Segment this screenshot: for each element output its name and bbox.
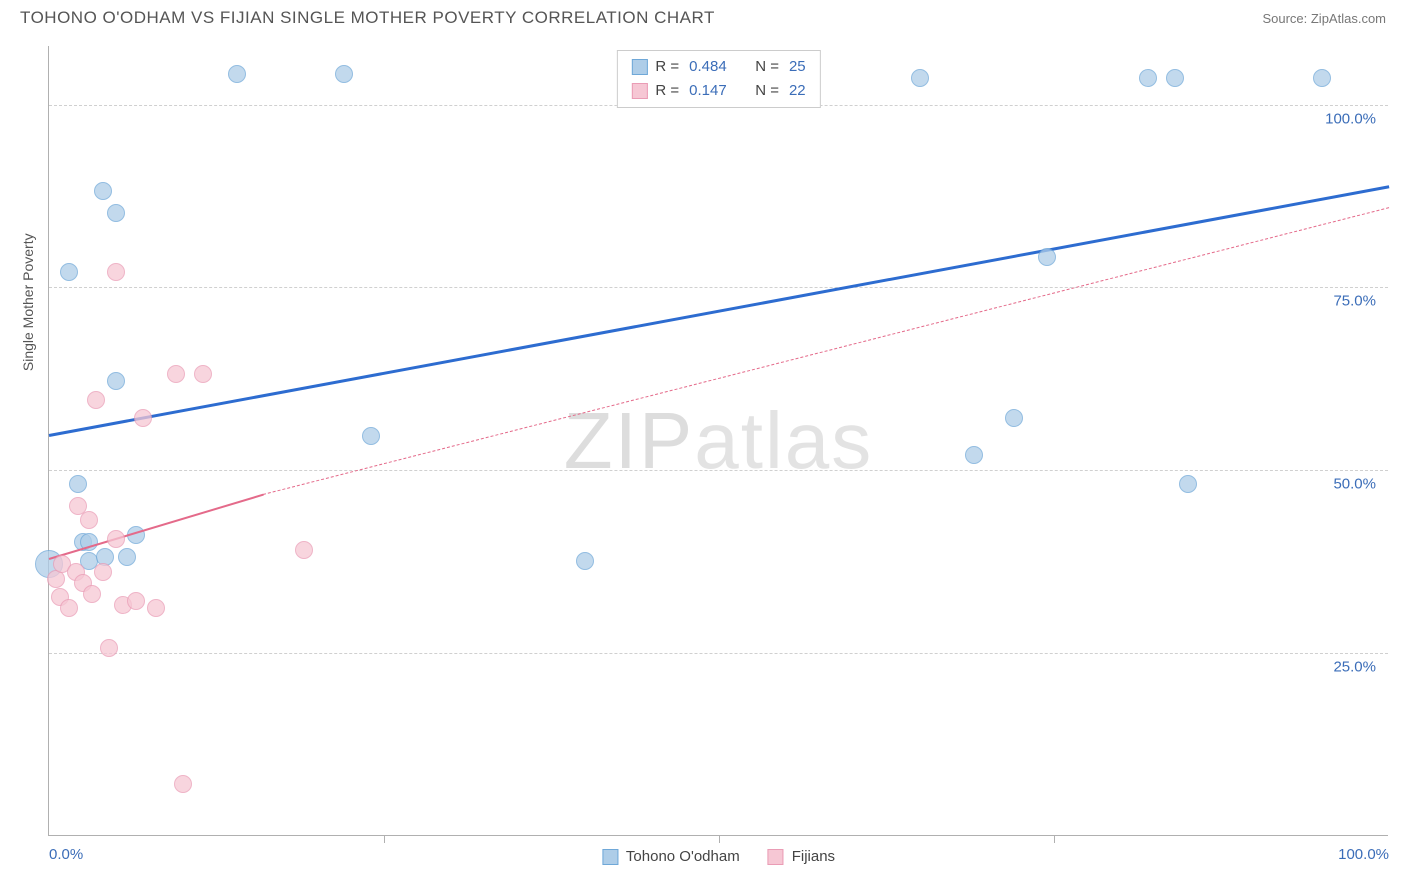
series-legend: Tohono O'odham Fijians xyxy=(602,848,835,865)
y-tick-label: 25.0% xyxy=(1333,659,1376,676)
data-point xyxy=(107,530,125,548)
data-point xyxy=(94,563,112,581)
data-point xyxy=(1179,475,1197,493)
data-point xyxy=(107,372,125,390)
y-tick-label: 50.0% xyxy=(1333,476,1376,493)
series-legend-item: Tohono O'odham xyxy=(602,848,740,865)
series-name: Tohono O'odham xyxy=(626,848,740,865)
data-point xyxy=(194,365,212,383)
watermark: ZIPatlas xyxy=(564,395,873,487)
data-point xyxy=(576,552,594,570)
n-value: 25 xyxy=(789,55,806,79)
data-point xyxy=(60,263,78,281)
source-label: Source: ZipAtlas.com xyxy=(1262,11,1386,26)
data-point xyxy=(87,391,105,409)
data-point xyxy=(1005,409,1023,427)
data-point xyxy=(1313,69,1331,87)
data-point xyxy=(118,548,136,566)
data-point xyxy=(147,599,165,617)
data-point xyxy=(335,65,353,83)
legend-swatch xyxy=(768,849,784,865)
r-value: 0.484 xyxy=(689,55,727,79)
legend-swatch xyxy=(631,59,647,75)
data-point xyxy=(295,541,313,559)
r-value: 0.147 xyxy=(689,79,727,103)
x-tick xyxy=(384,835,385,843)
data-point xyxy=(134,409,152,427)
legend-row: R =0.147 N =22 xyxy=(631,79,805,103)
data-point xyxy=(83,585,101,603)
data-point xyxy=(965,446,983,464)
gridline xyxy=(49,470,1388,471)
gridline xyxy=(49,653,1388,654)
data-point xyxy=(60,599,78,617)
y-tick-label: 75.0% xyxy=(1333,293,1376,310)
n-value: 22 xyxy=(789,79,806,103)
data-point xyxy=(69,475,87,493)
data-point xyxy=(80,511,98,529)
data-point xyxy=(174,775,192,793)
trend-line xyxy=(49,185,1390,437)
x-tick-label: 100.0% xyxy=(1338,846,1389,863)
data-point xyxy=(362,427,380,445)
chart-title: TOHONO O'ODHAM VS FIJIAN SINGLE MOTHER P… xyxy=(20,8,715,28)
data-point xyxy=(107,204,125,222)
y-tick-label: 100.0% xyxy=(1325,110,1376,127)
data-point xyxy=(1139,69,1157,87)
data-point xyxy=(167,365,185,383)
data-point xyxy=(107,263,125,281)
data-point xyxy=(1166,69,1184,87)
trend-line xyxy=(263,207,1389,495)
y-axis-label: Single Mother Poverty xyxy=(20,233,36,371)
legend-swatch xyxy=(602,849,618,865)
gridline xyxy=(49,287,1388,288)
data-point xyxy=(1038,248,1056,266)
legend-swatch xyxy=(631,83,647,99)
series-legend-item: Fijians xyxy=(768,848,835,865)
series-name: Fijians xyxy=(792,848,835,865)
data-point xyxy=(911,69,929,87)
legend-row: R =0.484 N =25 xyxy=(631,55,805,79)
data-point xyxy=(100,639,118,657)
x-tick xyxy=(1054,835,1055,843)
data-point xyxy=(127,592,145,610)
data-point xyxy=(228,65,246,83)
scatter-chart: ZIPatlas 25.0%50.0%75.0%100.0%0.0%100.0%… xyxy=(48,46,1388,836)
x-tick xyxy=(719,835,720,843)
data-point xyxy=(94,182,112,200)
x-tick-label: 0.0% xyxy=(49,846,83,863)
correlation-legend: R =0.484 N =25R =0.147 N =22 xyxy=(616,50,820,108)
